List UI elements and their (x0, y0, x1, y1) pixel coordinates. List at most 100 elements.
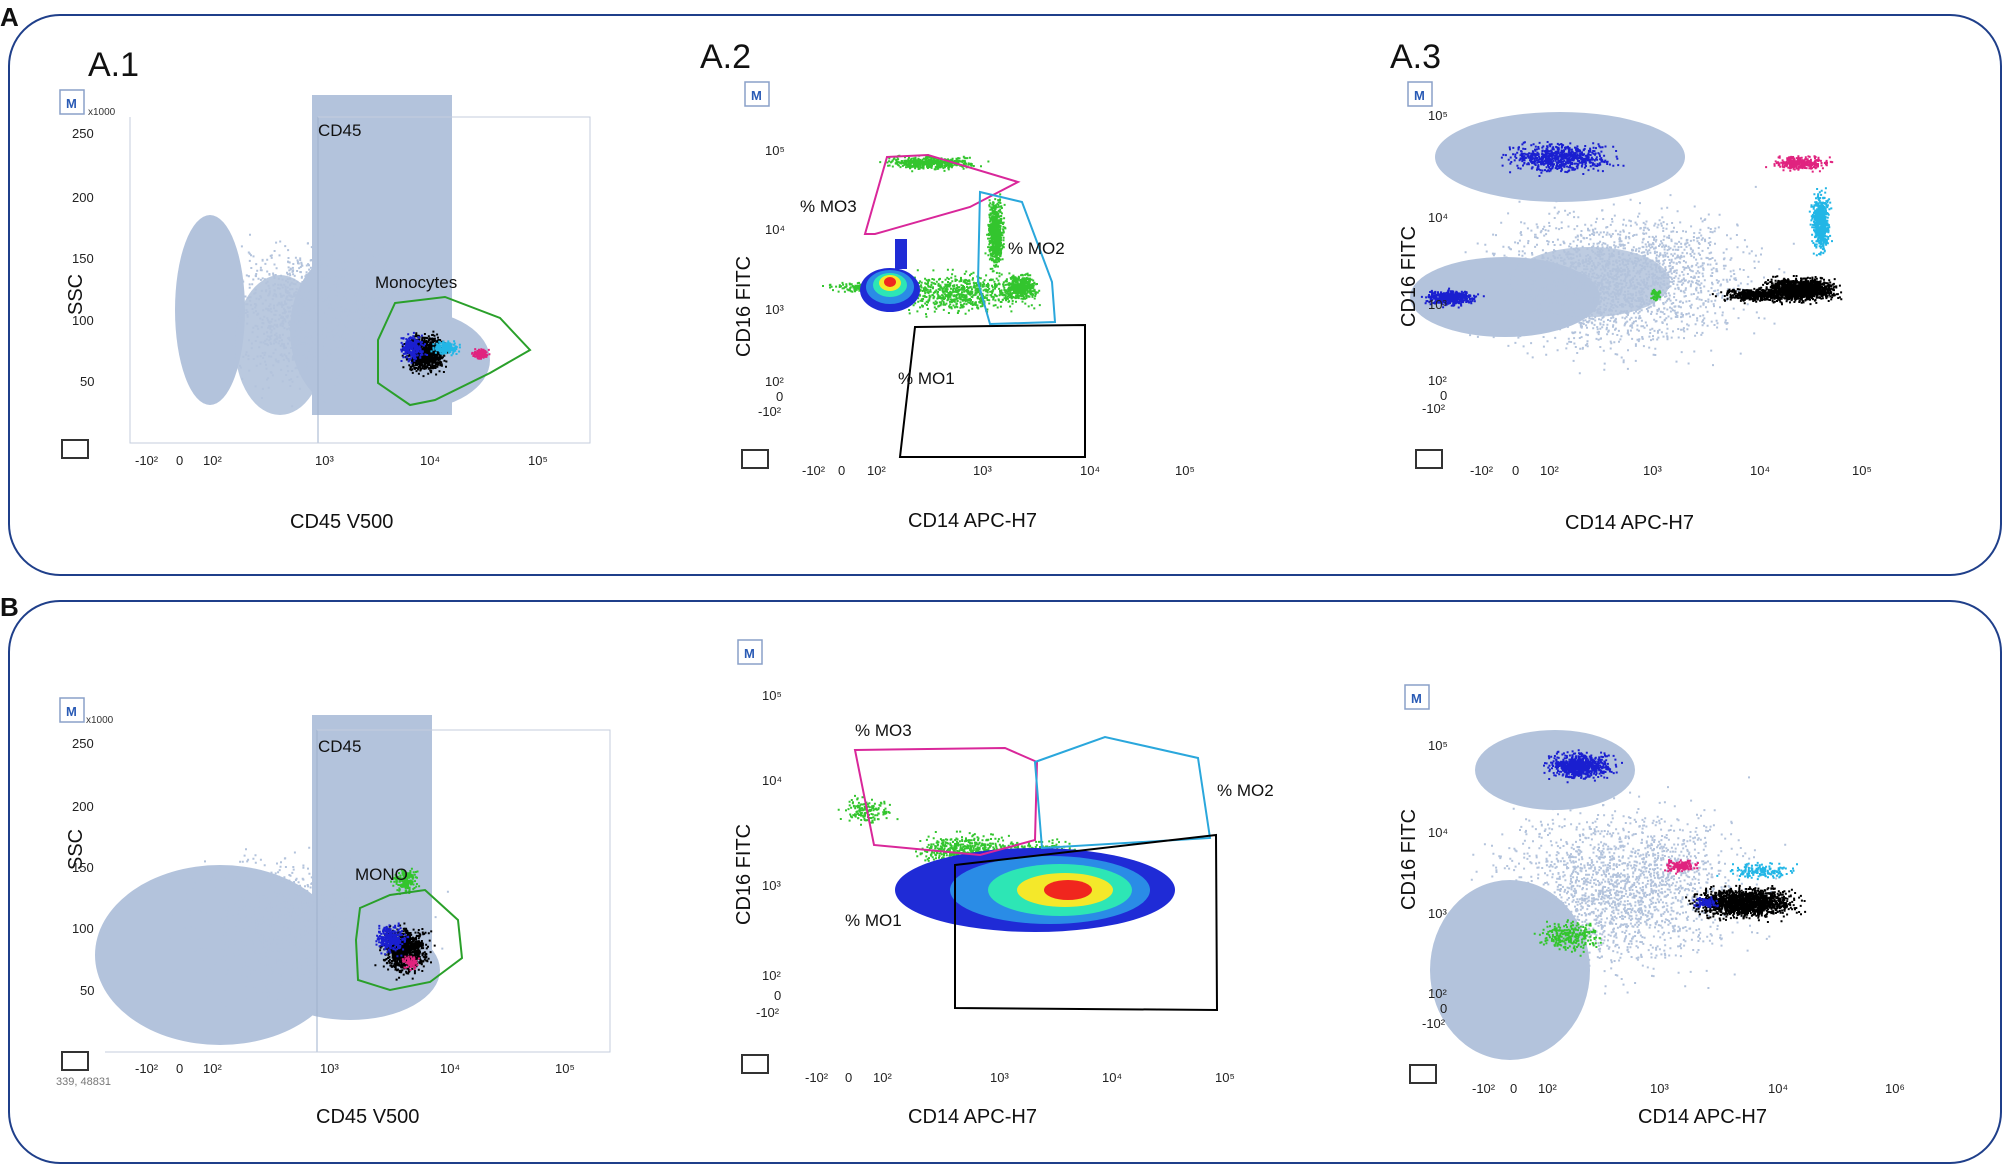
x-tick-1e3: 10³ (1650, 1081, 1669, 1096)
m-marker: M (66, 704, 77, 719)
density-heatmap (895, 848, 1175, 932)
green-events (389, 867, 421, 895)
zoom-icon[interactable] (741, 449, 769, 469)
blue-events (375, 922, 410, 958)
y-multiplier: x1000 (86, 715, 114, 726)
event-count-footnote: 339, 48831 (56, 1076, 111, 1088)
x-tick-0: 0 (1510, 1081, 1517, 1096)
gate-label-mo3: % MO3 (800, 197, 857, 216)
x-tick-labels: -10² 0 10² 10³ 10⁴ 10⁵ (802, 463, 1195, 478)
y-tick-labels: 10⁵ 10⁴ 10³ 10² 0 -10² (1422, 738, 1448, 1031)
y-tick-1e2: 10² (762, 968, 781, 983)
gate-label-cd45: CD45 (318, 737, 361, 756)
m-marker: M (751, 88, 762, 103)
chart-b2: M % MO3 % MO2 % MO1 CD16 FITC 10⁵ 10⁴ 10… (733, 639, 1274, 1128)
heat-peak (884, 277, 896, 287)
m-marker-box[interactable] (1404, 684, 1430, 710)
x-tick-1e4: 10⁴ (1750, 463, 1770, 478)
zoom-icon[interactable] (741, 1054, 769, 1074)
mo2-gate[interactable] (976, 190, 1057, 326)
magenta-events (471, 348, 491, 360)
green-events-column (984, 193, 1007, 278)
population-events (1420, 141, 1843, 309)
zoom-icon[interactable] (61, 439, 89, 459)
y-tick-50: 50 (80, 983, 94, 998)
y-tick-0: 0 (774, 988, 781, 1003)
x-tick-1e3: 10³ (315, 453, 334, 468)
y-axis-title: CD16 FITC (733, 256, 755, 357)
gate-label-mo1: % MO1 (845, 911, 902, 930)
mo2-gate[interactable] (1033, 735, 1212, 850)
black-events-tail (1711, 286, 1802, 305)
x-tick-100: 10² (203, 453, 222, 468)
green-events (1650, 288, 1662, 302)
x-tick-0: 0 (838, 463, 845, 478)
y-tick-100: 100 (72, 313, 94, 328)
green-events-top (879, 154, 990, 173)
mo3-gate[interactable] (863, 153, 1021, 235)
chart-a3: M CD16 FITC 10⁵ 10⁴ 10³ 10² 0 -10² -10² … (1398, 81, 1872, 534)
blue-events-mid (1692, 896, 1719, 909)
monocyte-events (374, 867, 436, 981)
zoom-icon[interactable] (1409, 1064, 1437, 1084)
y-axis-title: CD16 FITC (1398, 226, 1420, 327)
m-marker: M (66, 96, 77, 111)
gate-label-mo1: % MO1 (898, 369, 955, 388)
mo1-gate[interactable] (898, 323, 1086, 458)
x-tick-100: 10² (203, 1061, 222, 1076)
lymph-cloud (175, 215, 245, 405)
y-tick-1e5: 10⁵ (1428, 108, 1448, 123)
x-axis-title: CD14 APC-H7 (1565, 512, 1694, 534)
green-events (884, 268, 1041, 318)
monocytes-gate[interactable] (377, 295, 532, 407)
subplot-title-a3: A.3 (1390, 38, 1442, 76)
gate-label-mono: MONO (355, 865, 408, 884)
background-events (175, 95, 490, 415)
cyan-events (1808, 187, 1833, 257)
m-marker-box[interactable] (59, 697, 85, 723)
y-tick-200: 200 (72, 799, 94, 814)
x-tick-1e3: 10³ (1643, 463, 1662, 478)
magenta-events (1664, 859, 1699, 875)
lymph-cloud (1430, 880, 1590, 1060)
x-axis-title: CD45 V500 (316, 1106, 419, 1128)
gate-label-mo3: % MO3 (855, 721, 912, 740)
sparse-events (167, 833, 449, 1019)
background-events (95, 715, 449, 1045)
zoom-icon[interactable] (1415, 449, 1443, 469)
cyan-events (430, 340, 461, 357)
y-tick-1e2: 10² (1428, 986, 1447, 1001)
y-tick-neg100: -10² (758, 404, 782, 419)
m-marker-box[interactable] (59, 89, 85, 115)
x-tick-labels: -10² 0 10² 10³ 10⁴ 10⁵ (805, 1070, 1235, 1085)
y-tick-1e5: 10⁵ (1428, 738, 1448, 753)
zoom-icon[interactable] (61, 1051, 89, 1071)
mo3-gate[interactable] (853, 746, 1039, 857)
subplot-title-a2: A.2 (700, 38, 752, 76)
m-marker-box[interactable] (744, 81, 770, 107)
x-tick-0: 0 (176, 453, 183, 468)
y-tick-1e4: 10⁴ (762, 773, 782, 788)
panel-b-frame (8, 600, 2002, 1164)
m-marker-box[interactable] (1407, 81, 1433, 107)
y-tick-0: 0 (776, 389, 783, 404)
blue-events (1543, 749, 1623, 784)
m-marker: M (1414, 88, 1425, 103)
y-tick-1e2: 10² (1428, 373, 1447, 388)
gate-label-mo2: % MO2 (1008, 239, 1065, 258)
x-axis-title: CD14 APC-H7 (1638, 1106, 1767, 1128)
m-marker-box[interactable] (737, 639, 763, 665)
x-tick-1e5: 10⁵ (1215, 1070, 1235, 1085)
blue-events-low (1420, 287, 1485, 309)
y-multiplier: x1000 (88, 107, 116, 118)
y-tick-1e5: 10⁵ (765, 143, 785, 158)
chart-b1: M x1000 CD45 MONO SSC 250 200 150 100 50… (56, 697, 611, 1128)
x-tick-neg100: -10² (135, 1061, 159, 1076)
x-tick-1e4: 10⁴ (1768, 1081, 1788, 1096)
mono-gate[interactable] (354, 888, 464, 992)
green-events-mo3 (837, 794, 899, 826)
gate-label-cd45: CD45 (318, 121, 361, 140)
x-tick-0: 0 (845, 1070, 852, 1085)
y-tick-neg100: -10² (756, 1005, 780, 1020)
mo1-gate[interactable] (954, 833, 1219, 1012)
